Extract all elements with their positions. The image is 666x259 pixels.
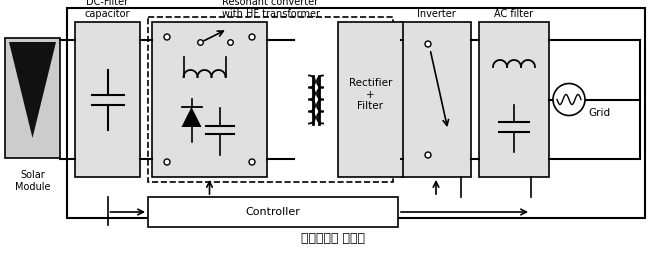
Bar: [479, 22, 549, 177]
Bar: [338, 22, 403, 177]
Circle shape: [164, 34, 170, 40]
Text: AC filter: AC filter: [494, 9, 533, 19]
Circle shape: [249, 159, 255, 165]
Polygon shape: [182, 107, 202, 127]
Text: Solar
Module: Solar Module: [15, 170, 50, 192]
Bar: [5, 38, 60, 158]
Bar: [148, 17, 393, 182]
Text: Controller: Controller: [246, 207, 300, 217]
Bar: [401, 22, 471, 177]
Bar: [152, 22, 267, 177]
Bar: [75, 22, 140, 177]
Circle shape: [425, 152, 431, 158]
Text: Resonant converter
with HF transformer: Resonant converter with HF transformer: [222, 0, 320, 19]
Text: Rectifier
+
Filter: Rectifier + Filter: [349, 78, 392, 111]
Text: 모듈집약형 인버터: 모듈집약형 인버터: [301, 232, 365, 245]
Text: Grid: Grid: [588, 107, 610, 118]
Circle shape: [249, 34, 255, 40]
Bar: [67, 8, 645, 218]
Circle shape: [425, 41, 431, 47]
Bar: [148, 197, 398, 227]
Text: DC-Filter
capacitor: DC-Filter capacitor: [85, 0, 131, 19]
Circle shape: [553, 83, 585, 116]
Circle shape: [164, 159, 170, 165]
Polygon shape: [9, 42, 56, 138]
Text: Inverter: Inverter: [417, 9, 456, 19]
